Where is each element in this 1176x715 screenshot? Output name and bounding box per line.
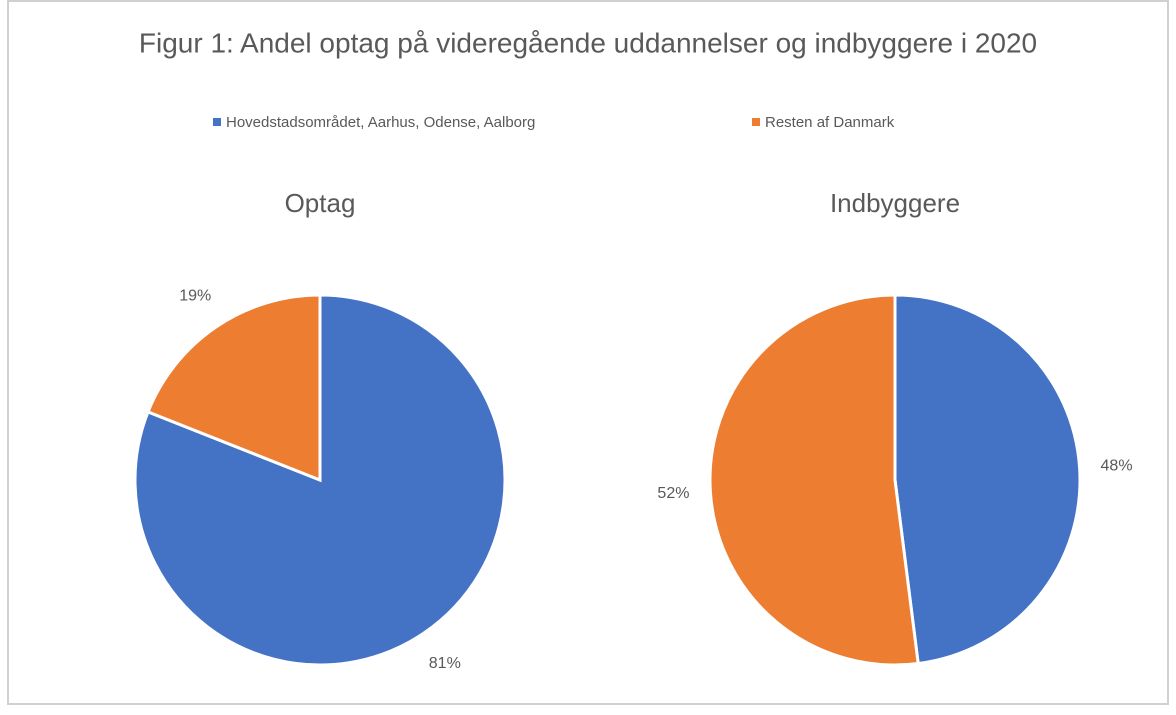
pie-title: Indbyggere [830,188,960,218]
data-label: 19% [179,288,211,305]
pie-title: Optag [285,188,356,218]
data-label: 48% [1101,457,1133,474]
pie-slice [146,293,322,483]
pie-slice [893,293,1082,666]
legend-label: Hovedstadsområdet, Aarhus, Odense, Aalbo… [226,114,535,131]
data-label: 52% [657,485,689,502]
pie-slice [708,293,920,667]
legend-label: Resten af Danmark [765,114,895,131]
chart-title: Figur 1: Andel optag på videregående udd… [139,27,1037,58]
data-label: 81% [429,655,461,672]
legend-swatch [213,118,221,126]
legend-swatch [752,118,760,126]
